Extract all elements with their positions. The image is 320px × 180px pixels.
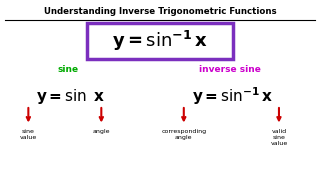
Text: valid
sine
value: valid sine value bbox=[270, 129, 288, 146]
Text: $\mathbf{y = \sin^{-1}x}$: $\mathbf{y = \sin^{-1}x}$ bbox=[112, 29, 208, 53]
Text: Understanding Inverse Trigonometric Functions: Understanding Inverse Trigonometric Func… bbox=[44, 7, 276, 16]
Text: $\mathbf{y = \sin^{-1}x}$: $\mathbf{y = \sin^{-1}x}$ bbox=[192, 85, 274, 107]
Text: sine
value: sine value bbox=[20, 129, 37, 140]
Text: sine: sine bbox=[58, 65, 79, 74]
Text: inverse sine: inverse sine bbox=[199, 65, 261, 74]
Text: $\mathbf{y = \sin\ x}$: $\mathbf{y = \sin\ x}$ bbox=[36, 87, 106, 106]
Text: corresponding
angle: corresponding angle bbox=[161, 129, 206, 140]
Text: angle: angle bbox=[92, 129, 110, 134]
FancyBboxPatch shape bbox=[87, 23, 233, 59]
